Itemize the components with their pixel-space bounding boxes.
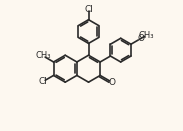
Text: O: O [109, 78, 116, 87]
Text: Cl: Cl [39, 77, 48, 86]
Text: CH₃: CH₃ [139, 31, 154, 40]
Text: Cl: Cl [84, 5, 93, 14]
Text: CH₃: CH₃ [36, 51, 51, 61]
Text: O: O [137, 34, 144, 43]
